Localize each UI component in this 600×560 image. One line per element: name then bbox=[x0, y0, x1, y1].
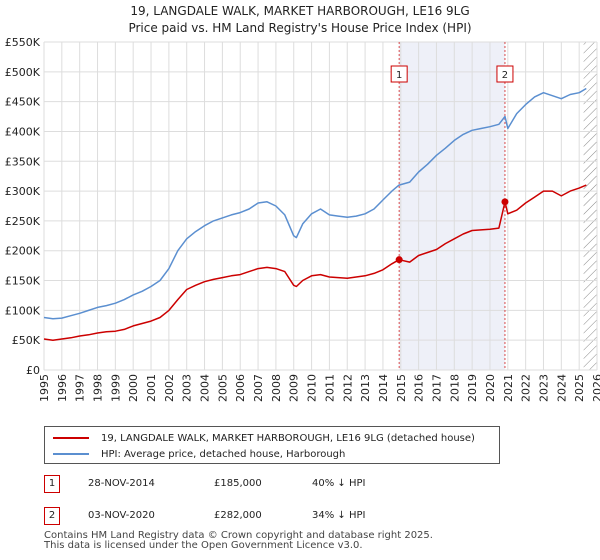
transaction-row: 1 28-NOV-2014 £185,000 40% ↓ HPI bbox=[44, 475, 564, 495]
x-tick-label: 2026 bbox=[591, 374, 600, 402]
x-tick-label: 2011 bbox=[323, 374, 336, 402]
x-tick-label: 2009 bbox=[288, 374, 301, 402]
sale-label-text: 2 bbox=[502, 70, 508, 81]
sale-label-box bbox=[496, 65, 514, 83]
x-tick-label: 2021 bbox=[502, 374, 515, 402]
y-tick-label: £200K bbox=[5, 245, 41, 258]
legend-label-property: 19, LANGDALE WALK, MARKET HARBOROUGH, LE… bbox=[101, 432, 475, 444]
transaction-row: 2 03-NOV-2020 £282,000 34% ↓ HPI bbox=[44, 507, 564, 527]
x-tick-label: 2018 bbox=[448, 374, 461, 402]
x-tick-label: 2016 bbox=[413, 374, 426, 402]
x-tick-label: 2002 bbox=[163, 374, 176, 402]
x-tick-label: 2019 bbox=[466, 374, 479, 402]
x-tick-label: 1997 bbox=[74, 374, 87, 402]
x-tick-label: 1998 bbox=[92, 374, 105, 402]
y-tick-label: £150K bbox=[5, 275, 41, 288]
x-tick-label: 2023 bbox=[537, 374, 550, 402]
legend-label-hpi: HPI: Average price, detached house, Harb… bbox=[101, 448, 346, 460]
sale-label-text: 1 bbox=[396, 70, 402, 81]
x-tick-label: 2012 bbox=[341, 374, 354, 402]
x-tick-label: 1996 bbox=[56, 374, 69, 402]
y-tick-label: £550K bbox=[5, 36, 41, 49]
x-tick-label: 2006 bbox=[234, 374, 247, 402]
x-tick-label: 2005 bbox=[216, 374, 229, 402]
transaction-price: £185,000 bbox=[214, 478, 262, 489]
x-tick-label: 2025 bbox=[573, 374, 586, 402]
transaction-marker: 2 bbox=[44, 507, 60, 525]
hpi-series-line bbox=[43, 87, 587, 320]
y-tick-label: £350K bbox=[5, 155, 41, 168]
x-tick-label: 1995 bbox=[38, 374, 51, 402]
transaction-date: 28-NOV-2014 bbox=[88, 478, 155, 489]
sale-label-box bbox=[390, 65, 408, 83]
transaction-hpi-diff: 40% ↓ HPI bbox=[312, 478, 366, 489]
x-tick-label: 2013 bbox=[359, 374, 372, 402]
y-tick-label: £450K bbox=[5, 96, 41, 109]
x-tick-label: 2010 bbox=[306, 374, 319, 402]
x-tick-label: 2017 bbox=[430, 374, 443, 402]
x-tick-label: 2024 bbox=[555, 374, 568, 402]
chart-legend: 19, LANGDALE WALK, MARKET HARBOROUGH, LE… bbox=[44, 426, 500, 464]
x-tick-label: 2014 bbox=[377, 374, 390, 402]
legend-swatch-hpi bbox=[53, 453, 89, 455]
y-tick-label: £300K bbox=[5, 185, 41, 198]
x-tick-label: 2020 bbox=[484, 374, 497, 402]
property-series-line bbox=[43, 184, 587, 341]
x-tick-label: 2007 bbox=[252, 374, 265, 402]
footer: Contains HM Land Registry data © Crown c… bbox=[44, 531, 433, 551]
y-tick-label: £400K bbox=[5, 125, 41, 138]
price-chart: £0 £50K £100K £150K £200K £250K £300K £350K £400… bbox=[5, 36, 600, 402]
chart-subtitle: Price paid vs. HM Land Registry's House … bbox=[128, 21, 472, 35]
chart-title: 19, LANGDALE WALK, MARKET HARBOROUGH, LE… bbox=[130, 4, 470, 18]
sale-point-marker bbox=[501, 198, 509, 206]
legend-item-hpi: HPI: Average price, detached house, Harb… bbox=[53, 447, 345, 461]
footer-licence: This data is licensed under the Open Gov… bbox=[44, 540, 363, 551]
footer-copyright: Contains HM Land Registry data © Crown c… bbox=[44, 530, 433, 541]
transaction-hpi-diff: 34% ↓ HPI bbox=[312, 510, 366, 521]
legend-item-property: 19, LANGDALE WALK, MARKET HARBOROUGH, LE… bbox=[53, 431, 475, 445]
transaction-marker: 1 bbox=[44, 475, 60, 493]
y-tick-label: £0 bbox=[26, 364, 40, 377]
legend-swatch-property bbox=[53, 437, 89, 439]
y-tick-label: £50K bbox=[12, 334, 41, 347]
ownership-period-shade bbox=[399, 42, 505, 370]
x-tick-label: 2022 bbox=[520, 374, 533, 402]
forecast-hatch-region bbox=[583, 42, 597, 370]
x-tick-label: 2000 bbox=[127, 374, 140, 402]
transaction-price: £282,000 bbox=[214, 510, 262, 521]
x-tick-label: 2008 bbox=[270, 374, 283, 402]
x-tick-label: 2015 bbox=[395, 374, 408, 402]
y-tick-label: £250K bbox=[5, 215, 41, 228]
transaction-date: 03-NOV-2020 bbox=[88, 510, 155, 521]
x-tick-label: 2003 bbox=[181, 374, 194, 402]
x-tick-label: 1999 bbox=[109, 374, 122, 402]
x-tick-label: 2004 bbox=[199, 374, 212, 402]
y-tick-label: £500K bbox=[5, 66, 41, 79]
x-tick-label: 2001 bbox=[145, 374, 158, 402]
y-tick-label: £100K bbox=[5, 304, 41, 317]
sale-point-marker bbox=[395, 256, 403, 264]
